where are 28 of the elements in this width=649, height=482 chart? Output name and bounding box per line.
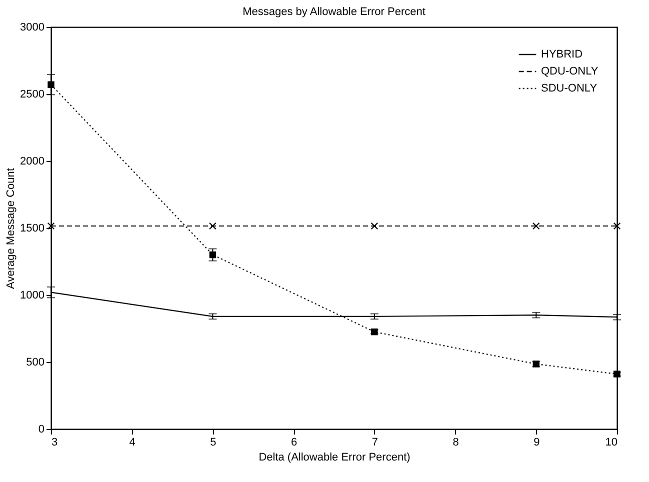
- x-tick-label: 6: [291, 436, 298, 448]
- x-tick-label: 3: [52, 436, 58, 448]
- point: [613, 222, 621, 230]
- x-tick-label: 7: [372, 436, 378, 448]
- x-tick-label: 9: [534, 436, 540, 448]
- y-tick-label: 3000: [20, 22, 44, 34]
- x-tick-label: 8: [452, 436, 459, 448]
- point: [209, 222, 216, 230]
- y-tick-label: 1500: [20, 222, 44, 234]
- y-tick-label: 500: [26, 356, 44, 368]
- point: [209, 251, 216, 258]
- x-tick-label: 5: [210, 436, 216, 448]
- x-tick-label: 4: [129, 436, 136, 448]
- legend-label: HYBRID: [541, 48, 583, 60]
- y-tick-label: 2500: [20, 88, 44, 100]
- y-tick-label: 1000: [20, 290, 44, 302]
- point: [47, 222, 55, 230]
- chart-title: Messages by Allowable Error Percent: [242, 6, 426, 18]
- y-tick-label: 0: [38, 424, 44, 436]
- y-axis-title: Average Message Count: [5, 168, 18, 289]
- x-tick-label: 10: [605, 436, 618, 448]
- point: [48, 81, 54, 88]
- point: [532, 222, 540, 230]
- x-axis-title: Delta (Allowable Error Percent): [258, 452, 410, 464]
- y-tick-label: 2000: [20, 156, 44, 168]
- legend-label: SDU-ONLY: [541, 82, 598, 94]
- point: [370, 222, 378, 230]
- legend-label: QDU-ONLY: [541, 66, 599, 78]
